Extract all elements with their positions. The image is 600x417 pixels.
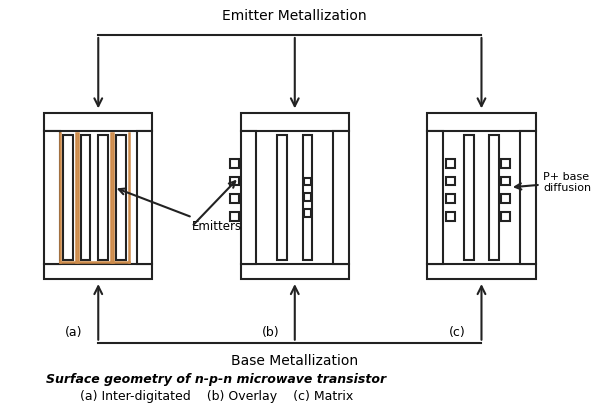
Bar — [464, 135, 473, 260]
Bar — [446, 212, 455, 221]
Text: (c): (c) — [449, 326, 466, 339]
Text: Emitter Metallization: Emitter Metallization — [223, 9, 367, 23]
Text: (b): (b) — [262, 326, 279, 339]
Bar — [520, 131, 536, 264]
Bar — [304, 209, 311, 217]
Bar — [241, 131, 256, 264]
Bar — [501, 176, 510, 186]
Bar — [230, 159, 239, 168]
Bar — [44, 264, 152, 279]
Text: Base Metallization: Base Metallization — [231, 354, 358, 368]
Bar — [230, 194, 239, 203]
Bar — [304, 178, 311, 186]
Bar — [302, 135, 313, 260]
Bar — [44, 131, 60, 264]
Bar — [490, 135, 499, 260]
Bar — [44, 113, 152, 131]
Bar — [230, 212, 239, 221]
Bar — [230, 176, 239, 186]
Bar — [241, 113, 349, 131]
Text: Surface geometry of n-p-n microwave transistor: Surface geometry of n-p-n microwave tran… — [46, 373, 386, 386]
Bar — [427, 264, 536, 279]
Bar — [501, 194, 510, 203]
Bar — [137, 131, 152, 264]
Bar — [277, 135, 287, 260]
Bar — [446, 194, 455, 203]
Bar — [427, 113, 536, 131]
Bar — [446, 159, 455, 168]
Text: Emitters: Emitters — [119, 188, 242, 233]
Bar — [501, 212, 510, 221]
Bar — [116, 135, 126, 260]
Bar — [446, 176, 455, 186]
Text: P+ base
diffusion: P+ base diffusion — [515, 172, 592, 193]
Bar — [427, 131, 443, 264]
Text: (a): (a) — [65, 326, 83, 339]
Bar — [333, 131, 349, 264]
Text: (a) Inter-digitated    (b) Overlay    (c) Matrix: (a) Inter-digitated (b) Overlay (c) Matr… — [80, 389, 353, 402]
Bar — [241, 264, 349, 279]
Bar — [501, 159, 510, 168]
Bar — [80, 135, 91, 260]
Bar — [98, 135, 108, 260]
Bar — [63, 135, 73, 260]
Bar — [304, 193, 311, 201]
